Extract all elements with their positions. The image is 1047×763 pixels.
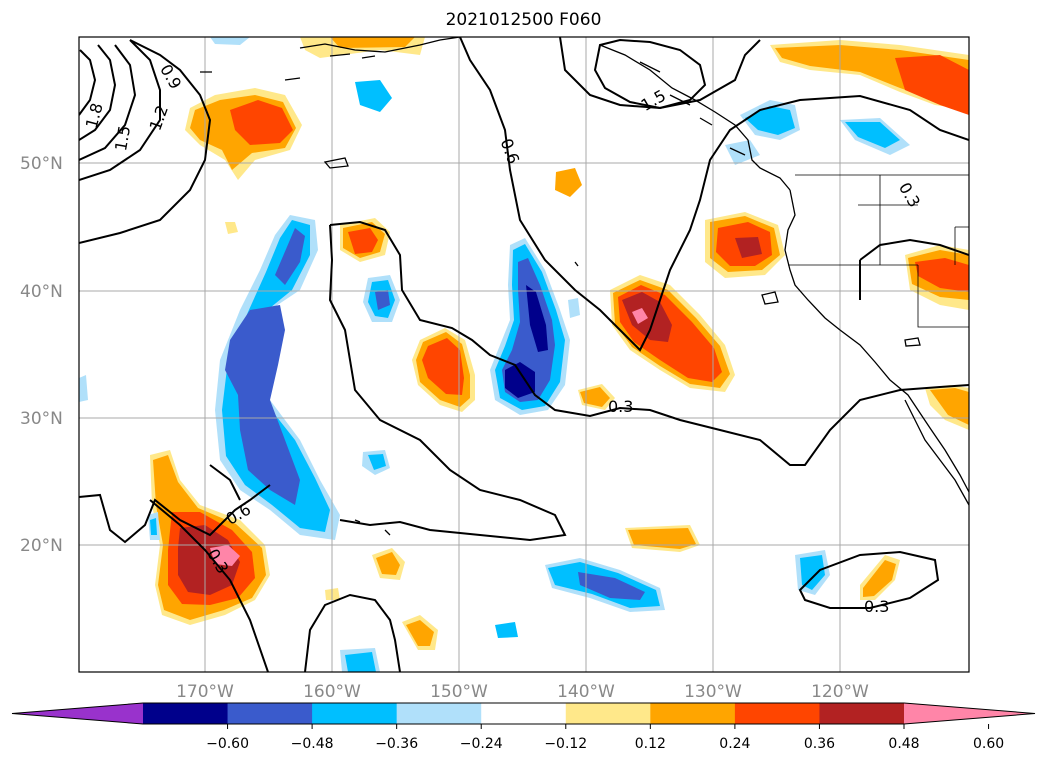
colorbar-tick-label: 0.12: [635, 736, 666, 752]
colorbar-tick-label: 0.48: [888, 736, 919, 752]
state-borders: [788, 174, 969, 328]
colorbar-tick-label: 0.36: [804, 736, 835, 752]
colorbar-segment: [227, 703, 313, 724]
alaska-coastline: [299, 37, 461, 53]
contour-0.6-east: [459, 37, 969, 352]
map-frame: [78, 36, 970, 673]
latitude-labels: 50°N 40°N 30°N 20°N: [20, 154, 63, 556]
lon-label: 150°W: [430, 682, 488, 702]
colorbar-tick-label: −0.24: [460, 736, 503, 752]
colorbar-segment: [396, 703, 482, 724]
contour-0.3-sw: [149, 499, 269, 672]
colorbar-outline: [11, 702, 1036, 725]
contour-0.6-sw: [79, 484, 271, 544]
map-title: 2021012500 F060: [445, 10, 602, 30]
contour-1.5-high: [593, 38, 707, 110]
contour-1.5-west: [79, 44, 117, 141]
lon-label: 140°W: [557, 682, 615, 702]
contour-lines: [79, 37, 969, 672]
contour-label: 1.5: [111, 124, 134, 152]
contour-0.6-west: [79, 39, 212, 244]
contour-label: 0.3: [608, 397, 633, 416]
colorbar: −0.60 −0.48 −0.36 −0.24 −0.12 0.12 0.24 0.36 0.4…: [11, 702, 1036, 752]
coastlines: [179, 37, 969, 536]
lat-label: 40°N: [20, 282, 63, 302]
colorbar-extend-low: [12, 703, 143, 724]
lon-label: 170°W: [176, 682, 234, 702]
lat-label: 20°N: [20, 536, 63, 556]
colorbar-segment: [650, 703, 736, 724]
colorbar-tick-label: 0.60: [973, 736, 1004, 752]
gridlines: [79, 37, 969, 672]
contour-0.3-south: [798, 550, 940, 609]
longitude-labels: 170°W 160°W 150°W 140°W 130°W 120°W: [176, 682, 869, 702]
contour-1.8: [79, 49, 97, 116]
colorbar-tick-label: −0.48: [291, 736, 334, 752]
west-coast-us-mexico: [784, 189, 969, 493]
colorbar-segment: [819, 703, 905, 724]
lon-label: 120°W: [811, 682, 869, 702]
contour-0.3-main: [329, 220, 969, 466]
colorbar-segment: [481, 703, 567, 724]
colorbar-tick-label: 0.24: [719, 736, 750, 752]
colorbar-tick-label: −0.60: [206, 736, 249, 752]
bc-coastline: [599, 44, 791, 191]
anomaly-negative-region: [355, 80, 392, 112]
lat-label: 50°N: [20, 154, 63, 174]
colorbar-tick-label: −0.12: [544, 736, 587, 752]
contour-0.9: [79, 39, 161, 181]
contour-1.2: [79, 44, 137, 161]
colorbar-segment: [734, 703, 820, 724]
lon-label: 130°W: [684, 682, 742, 702]
colorbar-segment: [565, 703, 651, 724]
colorbar-extend-high: [904, 703, 1035, 724]
lat-label: 30°N: [20, 409, 63, 429]
colorbar-tick-label: −0.36: [375, 736, 418, 752]
colorbar-segment: [143, 703, 229, 724]
colorbar-segment: [312, 703, 398, 724]
contour-label: 0.3: [864, 597, 889, 616]
lon-label: 160°W: [303, 682, 361, 702]
